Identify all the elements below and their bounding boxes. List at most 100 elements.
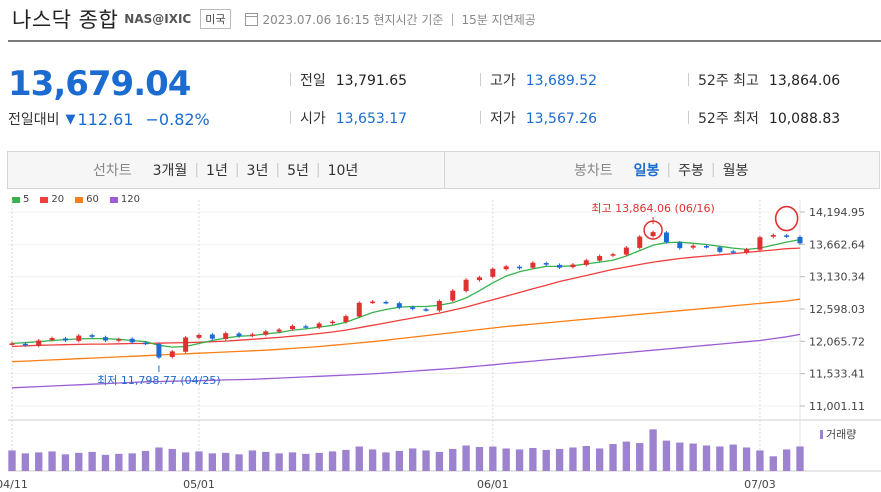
tab-10y[interactable]: 10년 bbox=[327, 163, 359, 179]
current-price: 13,679.04 bbox=[8, 64, 191, 104]
volume-bar bbox=[8, 450, 16, 471]
index-title: 나스닥 종합 bbox=[12, 8, 119, 32]
candle-body bbox=[89, 335, 95, 337]
candle-body bbox=[49, 338, 55, 340]
ma120-line bbox=[11, 333, 801, 389]
chart-grid bbox=[8, 200, 881, 472]
candle-body bbox=[169, 351, 175, 357]
volume-bar bbox=[409, 448, 417, 471]
volume-bar bbox=[435, 451, 444, 471]
volume-bars bbox=[8, 429, 823, 471]
volume-bar bbox=[35, 452, 43, 471]
candle-body bbox=[76, 335, 82, 341]
candle-body bbox=[797, 236, 803, 244]
stat-open: 시가 13,653.17 bbox=[300, 108, 407, 128]
stat-value: 13,653.17 bbox=[335, 111, 408, 127]
ma60-line bbox=[11, 298, 801, 363]
candle-body bbox=[623, 247, 629, 255]
tab-1y[interactable]: 1년 bbox=[206, 163, 228, 179]
divider: | bbox=[234, 162, 240, 178]
volume-bar bbox=[208, 453, 217, 471]
volume-bar bbox=[462, 445, 470, 471]
candle-body bbox=[156, 343, 162, 358]
volume-bar bbox=[489, 446, 497, 471]
y-tick-label: 12,598.03 bbox=[809, 303, 865, 316]
tab-monthly[interactable]: 월봉 bbox=[722, 163, 749, 179]
x-tick-label: 05/01 bbox=[183, 478, 215, 491]
candle-body bbox=[476, 277, 482, 281]
candle-body bbox=[263, 331, 269, 335]
volume-bar bbox=[235, 454, 243, 471]
candle-chart-label: 봉차트 bbox=[574, 163, 613, 179]
candle-body bbox=[129, 338, 135, 343]
volume-bar bbox=[595, 448, 604, 471]
y-axis: 14,194.95 13,662.64 13,130.34 12,598.03 12,0… bbox=[800, 206, 865, 413]
candle-body bbox=[209, 334, 215, 339]
candle-body bbox=[717, 247, 723, 252]
price-change: 전일대비 ▼ 112.61 −0.82% bbox=[8, 109, 210, 129]
candle-body bbox=[770, 235, 776, 237]
tab-3m[interactable]: 3개월 bbox=[152, 163, 188, 179]
candle-body bbox=[196, 334, 202, 338]
volume-bar bbox=[729, 444, 737, 471]
candle-body bbox=[143, 342, 149, 345]
divider bbox=[290, 111, 291, 124]
candle-body bbox=[490, 268, 496, 277]
volume-bar bbox=[262, 451, 270, 471]
divider bbox=[290, 73, 291, 86]
volume-bar bbox=[636, 443, 644, 471]
moving-average-lines bbox=[11, 238, 801, 389]
stat-label: 고가 bbox=[490, 73, 516, 89]
candle-body bbox=[249, 334, 255, 336]
header-rule bbox=[8, 40, 881, 42]
divider: | bbox=[275, 162, 281, 178]
volume-bar bbox=[288, 452, 297, 471]
candle-body bbox=[183, 337, 189, 352]
volume-bar bbox=[769, 456, 777, 471]
volume-bar bbox=[141, 450, 150, 471]
volume-bar bbox=[101, 454, 110, 471]
candle-body bbox=[436, 300, 442, 311]
latest-highlight-circle bbox=[774, 205, 799, 232]
legend-item: 5 bbox=[12, 194, 29, 205]
max-price-label: 최고 13,864.06 (06/16) bbox=[591, 202, 715, 215]
stat-52w-high: 52주 최고 13,864.06 bbox=[698, 70, 840, 90]
candle-body bbox=[637, 236, 643, 248]
candle-body bbox=[316, 323, 322, 328]
tab-daily[interactable]: 일봉 bbox=[633, 163, 660, 179]
change-label: 전일대비 bbox=[8, 112, 60, 128]
candle-body bbox=[610, 254, 616, 256]
volume-bar bbox=[168, 448, 176, 471]
volume-bar bbox=[355, 446, 363, 471]
tab-5y[interactable]: 5년 bbox=[287, 163, 309, 179]
legend-item: 120 bbox=[109, 194, 140, 205]
stat-value: 13,864.06 bbox=[768, 73, 841, 89]
volume-bar bbox=[195, 451, 203, 471]
candle-body bbox=[677, 242, 683, 249]
candle-body bbox=[583, 260, 589, 265]
candle-body bbox=[570, 264, 576, 268]
divider: | bbox=[450, 12, 455, 26]
candle-body bbox=[356, 302, 362, 317]
y-tick-label: 11,533.41 bbox=[809, 368, 865, 381]
candle-body bbox=[704, 246, 710, 248]
stat-low: 저가 13,567.26 bbox=[490, 108, 597, 128]
divider bbox=[688, 73, 689, 86]
volume-bar bbox=[248, 450, 257, 471]
volume-bar bbox=[609, 444, 617, 471]
candle-body bbox=[22, 343, 28, 346]
x-tick-label: 06/01 bbox=[477, 478, 509, 491]
divider bbox=[480, 73, 481, 86]
stat-label: 52주 최저 bbox=[698, 111, 759, 127]
tab-weekly[interactable]: 주봉 bbox=[678, 163, 704, 179]
change-percent: −0.82% bbox=[145, 109, 210, 129]
volume-bar bbox=[222, 452, 230, 471]
tab-3y[interactable]: 3년 bbox=[246, 163, 269, 179]
candle-body bbox=[784, 235, 790, 237]
candle-body bbox=[116, 339, 122, 341]
candle-body bbox=[330, 321, 336, 324]
divider: | bbox=[315, 162, 321, 178]
volume-bar bbox=[382, 452, 390, 471]
volume-bar bbox=[622, 441, 631, 471]
